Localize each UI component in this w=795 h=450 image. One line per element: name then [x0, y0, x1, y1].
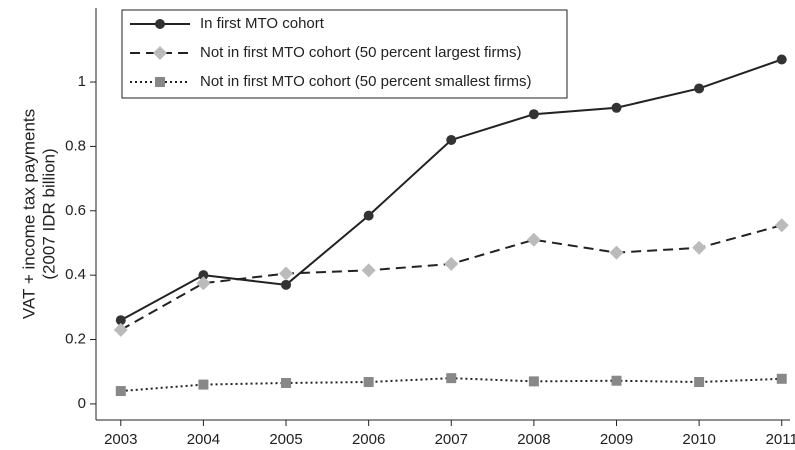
y-tick-label: 0.4	[65, 266, 86, 283]
marker	[279, 266, 294, 281]
marker	[528, 109, 539, 120]
marker	[692, 240, 707, 255]
marker	[776, 373, 787, 384]
marker	[196, 276, 211, 291]
y-tick-label: 0	[78, 395, 86, 412]
x-tick-label: 2004	[187, 431, 220, 448]
marker	[363, 377, 374, 388]
x-tick-label: 2010	[682, 431, 715, 448]
marker	[363, 210, 374, 221]
x-tick-label: 2007	[435, 431, 468, 448]
marker	[446, 373, 457, 384]
marker	[446, 134, 457, 145]
marker	[694, 377, 705, 388]
marker	[776, 54, 787, 65]
x-tick-label: 2009	[600, 431, 633, 448]
marker	[609, 245, 624, 260]
marker	[281, 377, 292, 388]
marker	[528, 376, 539, 387]
marker	[113, 322, 128, 337]
y-axis-label: VAT + income tax payments	[19, 109, 38, 319]
marker	[198, 379, 209, 390]
marker	[281, 279, 292, 290]
legend-box	[121, 9, 568, 99]
marker	[115, 386, 126, 397]
y-axis-label: (2007 IDR billion)	[39, 148, 58, 279]
marker	[115, 315, 126, 326]
marker	[198, 270, 209, 281]
y-tick-label: 1	[78, 73, 86, 90]
legend-label: In first MTO cohort	[200, 15, 325, 32]
x-tick-label: 2008	[517, 431, 550, 448]
marker	[694, 83, 705, 94]
y-tick-label: 0.8	[65, 137, 86, 154]
y-tick-label: 0.2	[65, 331, 86, 348]
x-tick-label: 2005	[269, 431, 302, 448]
marker	[155, 19, 165, 29]
marker	[611, 375, 622, 386]
x-tick-label: 2006	[352, 431, 385, 448]
legend-label: Not in first MTO cohort (50 percent larg…	[200, 44, 521, 61]
marker	[774, 218, 789, 233]
y-tick-label: 0.6	[65, 202, 86, 219]
series-line	[120, 58, 783, 322]
legend-label: Not in first MTO cohort (50 percent smal…	[200, 73, 531, 90]
marker	[526, 232, 541, 247]
x-tick-label: 2003	[104, 431, 137, 448]
x-tick-label: 2011	[766, 431, 795, 448]
marker	[444, 256, 459, 271]
marker	[611, 102, 622, 113]
marker	[155, 77, 165, 87]
marker	[153, 46, 167, 60]
marker	[361, 263, 376, 278]
